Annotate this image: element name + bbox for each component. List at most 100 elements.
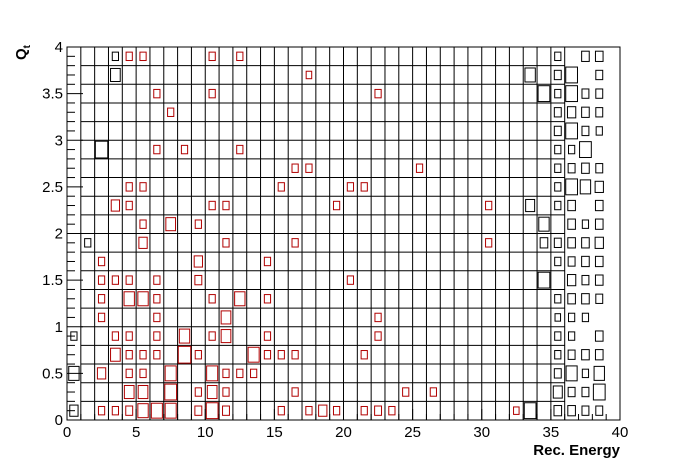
bin-box-black <box>554 200 562 211</box>
bin-box-black <box>595 88 604 99</box>
y-axis-title-subscript: t <box>22 44 33 48</box>
bin-box-black <box>567 386 576 398</box>
bin-box-red <box>137 291 149 307</box>
bin-box-red <box>194 387 202 397</box>
bin-box-black <box>594 274 604 286</box>
bin-box-red <box>429 387 437 397</box>
bin-grid <box>80 46 566 421</box>
bin-box-red <box>206 384 218 400</box>
bin-box-red <box>153 294 161 304</box>
bin-box-black <box>567 293 576 305</box>
y-tick-label: 1.5 <box>42 272 63 289</box>
bin-box-red <box>360 182 368 192</box>
bin-box-black <box>554 331 562 341</box>
bin-box-black <box>565 365 578 382</box>
bin-box-red <box>153 144 161 155</box>
y-axis-title: Qt <box>13 44 33 60</box>
bin-box-red <box>97 256 106 267</box>
bin-box-black <box>565 122 578 140</box>
bin-box-red <box>177 345 192 364</box>
y-tick-label: 1 <box>55 319 63 336</box>
bin-box-red <box>165 217 177 232</box>
x-tick-label: 35 <box>543 424 560 441</box>
bin-box-red <box>485 200 493 211</box>
bin-box-red <box>402 387 410 397</box>
bin-box-red <box>291 387 299 397</box>
y-tick-label: 2.5 <box>42 179 63 196</box>
bin-box-black <box>565 66 578 84</box>
y-tick-label: 3 <box>55 132 63 149</box>
bin-box-red <box>97 294 106 304</box>
bin-box-black <box>567 218 576 230</box>
bin-box-red <box>263 256 272 267</box>
bin-box-red <box>180 144 189 155</box>
bin-box-black <box>581 274 590 286</box>
y-tick-label: 0 <box>55 412 63 429</box>
bin-box-red <box>125 350 133 360</box>
bin-box-red <box>277 182 285 192</box>
bin-box-black <box>552 385 563 399</box>
bin-box-red <box>222 200 230 211</box>
bin-box-red <box>125 200 133 211</box>
bin-boxes <box>68 50 606 420</box>
bin-box-black <box>594 199 604 212</box>
bin-box-red <box>137 384 149 400</box>
bin-box-black <box>594 180 604 193</box>
bin-box-black <box>553 125 562 137</box>
bin-box-black <box>581 368 590 379</box>
bin-box-black <box>554 256 562 267</box>
bin-box-red <box>111 331 119 341</box>
bin-box-black <box>554 350 562 360</box>
bin-box-red <box>250 368 258 379</box>
y-tick-label: 4 <box>55 39 63 56</box>
bin-box-black <box>568 331 576 341</box>
bin-box-red <box>139 182 147 192</box>
bin-box-black <box>110 67 121 83</box>
bin-box-black <box>567 256 576 267</box>
bin-box-black <box>554 182 562 192</box>
bin-box-red <box>123 291 135 307</box>
bin-box-red <box>374 312 382 323</box>
bin-box-red <box>205 402 219 420</box>
bin-box-black <box>554 294 562 304</box>
bin-box-red <box>125 275 133 285</box>
bin-box-red <box>208 331 216 341</box>
bin-box-black <box>84 238 92 248</box>
bin-box-red <box>222 368 230 379</box>
bin-box-black <box>554 163 562 173</box>
bin-box-black <box>581 50 590 62</box>
bin-box-black <box>581 88 590 99</box>
x-tick-label: 40 <box>612 424 629 441</box>
bin-box-black <box>579 141 592 159</box>
x-tick-label: 30 <box>473 424 490 441</box>
bin-box-black <box>566 106 577 119</box>
bin-box-red <box>164 383 178 401</box>
bin-box-red <box>194 274 203 286</box>
bin-box-red <box>164 402 177 419</box>
bin-box-red <box>111 275 119 285</box>
bin-box-black <box>581 125 590 137</box>
bin-box-red <box>513 406 520 415</box>
bin-box-black <box>595 405 604 416</box>
x-axis: 0 5 10 15 20 25 30 35 40 <box>63 409 629 441</box>
bin-box-red <box>125 405 134 416</box>
bin-box-black <box>594 330 604 342</box>
bin-box-black <box>111 51 119 62</box>
bin-box-black <box>581 293 590 305</box>
y-tick-label: 3.5 <box>42 86 63 103</box>
bin-box-red <box>305 405 313 416</box>
bin-box-black <box>595 126 603 136</box>
bin-box-red <box>208 200 216 211</box>
bin-box-red <box>208 294 216 304</box>
bin-box-red <box>485 238 493 248</box>
bin-box-red <box>346 182 355 192</box>
bin-box-red <box>263 294 272 304</box>
bin-box-red <box>374 331 382 341</box>
bin-box-red <box>374 88 382 99</box>
bin-box-red <box>415 163 424 173</box>
bin-box-black <box>581 386 590 398</box>
x-tick-label: 25 <box>404 424 421 441</box>
bin-box-black <box>567 199 576 212</box>
bin-box-red <box>291 163 299 173</box>
